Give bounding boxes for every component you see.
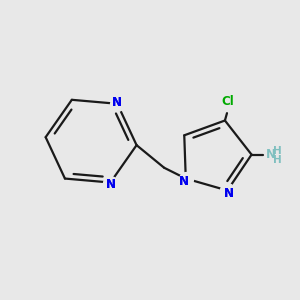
Text: N: N (266, 148, 276, 161)
Text: H: H (273, 155, 282, 165)
Text: N: N (112, 96, 122, 109)
Text: N: N (179, 175, 189, 188)
Text: Cl: Cl (221, 95, 234, 108)
Text: N: N (224, 187, 234, 200)
Text: H: H (273, 146, 282, 156)
Text: N: N (105, 178, 116, 190)
Text: N: N (224, 187, 234, 200)
Text: N: N (179, 175, 189, 188)
Text: N: N (105, 178, 116, 190)
Text: N: N (112, 96, 122, 109)
